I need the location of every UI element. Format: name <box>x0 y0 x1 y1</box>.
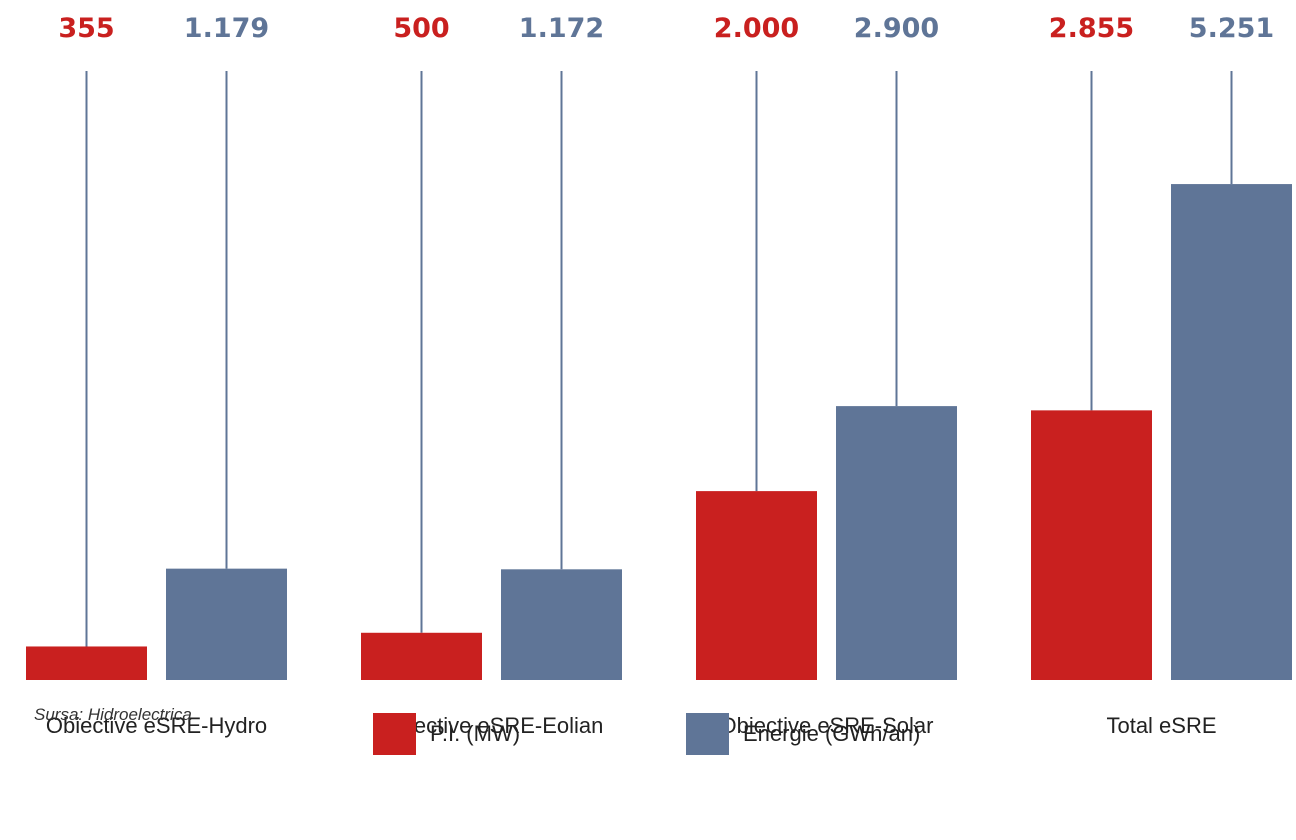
legend-item-energie: Energie (GWh/an) <box>686 713 920 755</box>
category-label-eolian: Obiective eSRE-Eolian <box>380 713 604 738</box>
legend-label-pi: P.I. (MW) <box>430 721 521 746</box>
bar-energie-eolian <box>501 569 622 680</box>
data-label-energie-hydro: 1.179 <box>184 13 269 44</box>
bar-energie-solar <box>836 406 957 680</box>
bar-group-hydro: 355 1.179 Obiective eSRE-Hydro <box>26 13 287 738</box>
data-label-energie-total: 5.251 <box>1189 13 1274 44</box>
data-label-energie-solar: 2.900 <box>854 13 939 44</box>
source-label: Sursa: Hidroelectrica <box>34 705 192 724</box>
category-label-hydro: Obiective eSRE-Hydro <box>46 713 267 738</box>
bar-pi-total <box>1031 410 1152 680</box>
bar-group-eolian: 500 1.172 Obiective eSRE-Eolian <box>361 13 622 738</box>
bar-group-total: 2.855 5.251 Total eSRE <box>1031 13 1292 738</box>
bar-pi-eolian <box>361 632 482 680</box>
bar-energie-total <box>1171 184 1292 681</box>
data-label-pi-total: 2.855 <box>1049 13 1134 44</box>
bar-pi-hydro <box>26 646 147 680</box>
legend-swatch-pi <box>373 713 416 755</box>
category-label-total: Total eSRE <box>1106 713 1216 738</box>
legend-item-pi: P.I. (MW) <box>373 713 520 755</box>
bar-energie-hydro <box>166 568 287 680</box>
data-label-pi-eolian: 500 <box>393 13 449 44</box>
bar-pi-solar <box>696 491 817 680</box>
bar-group-solar: 2.000 2.900 Obiective eSRE-Solar <box>696 13 957 738</box>
legend-label-energie: Energie (GWh/an) <box>743 721 921 746</box>
data-label-pi-solar: 2.000 <box>714 13 799 44</box>
data-label-energie-eolian: 1.172 <box>519 13 604 44</box>
legend-swatch-energie <box>686 713 729 755</box>
category-label-solar: Obiective eSRE-Solar <box>720 713 934 738</box>
data-label-pi-hydro: 355 <box>58 13 114 44</box>
